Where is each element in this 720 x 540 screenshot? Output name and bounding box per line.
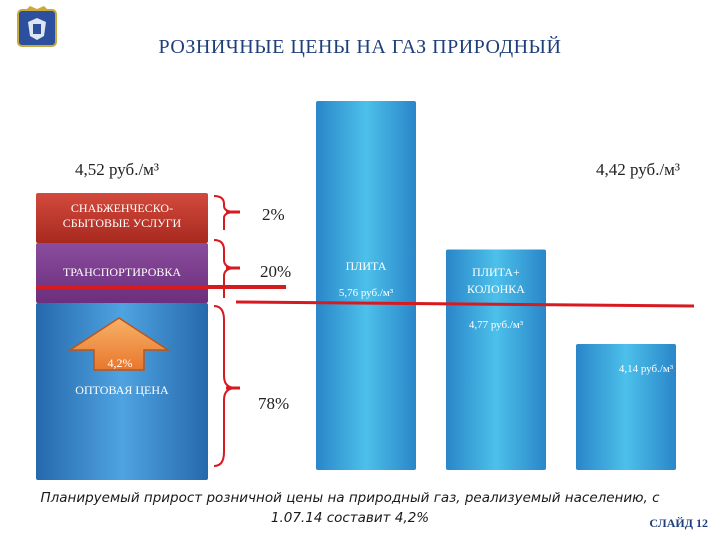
emblem-icon	[17, 6, 57, 47]
percent-supply: 2%	[262, 205, 285, 224]
tariff-bar-3-value: 4,14 руб./м³	[619, 363, 674, 375]
segment-supply-label: СНАБЖЕНЧЕСКО-СБЫТОВЫЕ УСЛУГИ	[62, 201, 182, 230]
segment-transport: ТРАНСПОРТИРОВКА	[36, 243, 208, 303]
segment-transport-label: ТРАНСПОРТИРОВКА	[62, 265, 182, 279]
growth-arrow-label: 4,2%	[107, 356, 133, 370]
brace-markers	[213, 195, 240, 467]
percent-transport: 20%	[260, 262, 292, 281]
tariff-bar-3	[576, 344, 676, 470]
tariff-bar-1	[316, 101, 416, 470]
segment-wholesale-label: ОПТОВАЯ ЦЕНА	[75, 383, 169, 397]
tariff-bar-2-value: 4,77 руб./м³	[469, 319, 524, 331]
reference-line-average	[235, 300, 695, 308]
price-left-label: 4,52 руб./м³	[75, 160, 160, 179]
page-title: РОЗНИЧНЫЕ ЦЕНЫ НА ГАЗ ПРИРОДНЫЙ	[158, 36, 562, 58]
footnote: Планируемый прирост розничной цены на пр…	[40, 490, 660, 526]
tariff-bar-1-value: 5,76 руб./м³	[339, 287, 394, 299]
tariff-bar-2-category: КОЛОНКА	[467, 282, 525, 296]
slide-number: СЛАЙД 12	[649, 516, 708, 530]
price-right-label: 4,42 руб./м³	[596, 160, 681, 179]
tariff-bar-1-category: ПЛИТА	[346, 259, 387, 273]
percent-wholesale: 78%	[258, 394, 290, 413]
tariff-bar-2-category: ПЛИТА+	[472, 265, 520, 279]
segment-supply: СНАБЖЕНЧЕСКО-СБЫТОВЫЕ УСЛУГИ	[36, 193, 208, 243]
tariff-bar-3-category: ОТОПЛЕНИЕ	[589, 317, 662, 331]
growth-arrow-icon	[67, 317, 171, 371]
